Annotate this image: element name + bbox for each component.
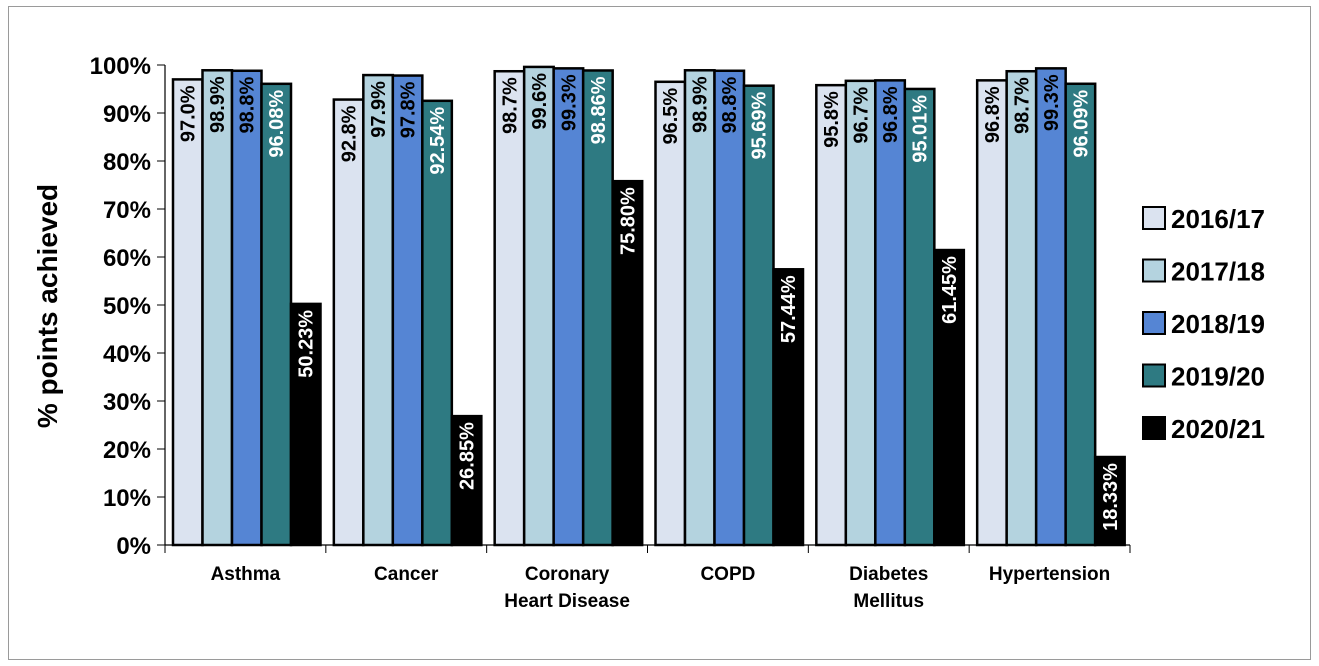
y-tick-label: 30% [103,389,151,416]
data-label: 99.3% [558,74,580,131]
bar-2019-20-3 [742,84,775,547]
y-tick-label: 90% [103,101,151,128]
bar-2018-19-1 [391,74,424,547]
data-label: 95.8% [821,91,843,148]
data-label: 95.01% [910,95,932,163]
data-label: 92.54% [427,107,449,175]
data-label: 99.6% [529,73,551,130]
y-tick-label: 10% [103,485,151,512]
legend-swatch [1142,363,1166,388]
data-label: 26.85% [457,422,479,490]
y-tick-label: 50% [103,293,151,320]
bar-2020-21-4 [933,248,966,547]
data-label: 96.5% [660,88,682,145]
axes [164,65,1131,553]
data-label: 96.8% [880,86,902,143]
x-category-label: Asthma [211,564,281,585]
x-category-label: Mellitus [853,591,924,612]
y-tick-label: 80% [103,149,151,176]
data-label: 97.9% [368,81,390,138]
bar-2016-17-1 [332,98,365,547]
bar-2017-18-2 [522,65,555,547]
legend-swatch [1142,258,1166,283]
legend-label: 2016/17 [1171,204,1265,234]
bar-2016-17-3 [654,80,687,547]
bar-2019-20-2 [581,69,614,547]
data-label: 98.86% [588,76,610,144]
data-label: 99.3% [1041,74,1063,131]
x-category-label: Cancer [374,564,439,585]
y-axis-label: % points achieved [32,184,63,428]
data-label: 97.8% [398,81,420,138]
data-label: 98.7% [499,77,521,134]
legend-swatch [1142,416,1166,440]
legend-label: 2020/21 [1171,414,1265,444]
bar-2017-18-1 [362,73,395,547]
data-label: 98.7% [1011,77,1033,134]
bar-2020-21-5 [1093,455,1126,547]
y-tick-label: 20% [103,437,151,464]
bar-2016-17-5 [975,79,1008,547]
data-label: 96.7% [851,87,873,144]
bar-2019-20-4 [903,87,936,547]
x-category-label: Diabetes [849,564,928,585]
y-tick-label: 70% [103,197,151,224]
data-label: 98.9% [207,76,229,133]
bar-2018-19-2 [552,67,585,547]
y-tick-label: 60% [103,245,151,272]
x-category-label: Heart Disease [504,591,630,612]
bar-2019-20-5 [1064,82,1097,547]
data-label: 96.09% [1070,90,1092,158]
data-label: 61.45% [939,256,961,324]
legend-swatch [1142,311,1166,335]
y-tick-label: 0% [116,533,151,560]
data-label: 50.23% [296,310,318,378]
legend-swatch [1142,206,1166,230]
bar-2020-21-0 [289,302,322,547]
bar-2017-18-5 [1005,69,1038,547]
data-label: 96.8% [982,86,1004,143]
data-label: 98.8% [237,77,259,134]
bar-2018-19-5 [1034,67,1067,547]
data-label: 92.8% [339,105,361,162]
bar-2016-17-0 [171,78,204,547]
bar-2017-18-3 [683,69,716,547]
data-label: 57.44% [778,275,800,343]
data-label: 98.8% [719,77,741,134]
bar-2017-18-0 [201,69,234,547]
data-label: 98.9% [690,76,712,133]
bar-2017-18-4 [844,79,877,547]
legend-label: 2018/19 [1171,309,1265,339]
bar-2020-21-2 [611,179,644,547]
bar-2020-21-3 [772,268,805,547]
bar-2018-19-3 [713,69,746,547]
bar-2018-19-4 [874,79,907,547]
y-axis-label-group: % points achieved [32,184,63,428]
bar-2019-20-1 [421,99,454,547]
x-category-label: Coronary [525,564,610,585]
bar-2020-21-1 [450,414,483,547]
data-label: 75.80% [617,187,639,255]
y-axis-ticks: 0% 10% 20% 30% 40% 50% 60% 70% 80% 90% 100% [90,53,165,560]
bar-2016-17-4 [815,83,848,547]
bar-2016-17-2 [493,69,526,547]
bars: 97.0% 92.8% 98.7% 96.5% 95.8% 96.8% 98.9% 97.9%… [171,65,1126,547]
legend: 2016/17 2017/18 2018/19 2019/20 2020/21 [1142,204,1265,444]
y-tick-label: 40% [103,341,151,368]
x-axis-categories: Asthma Cancer Coronary Heart Disease COPD Dia… [211,564,1111,612]
bar-2018-19-0 [230,69,263,547]
data-label: 96.08% [266,90,288,158]
legend-label: 2019/20 [1171,362,1265,392]
data-label: 18.33% [1100,463,1122,531]
legend-label: 2017/18 [1171,257,1265,287]
x-category-label: COPD [700,564,755,585]
bar-2019-20-0 [260,82,293,547]
y-tick-label: 100% [90,53,151,80]
data-label: 97.0% [178,85,200,142]
x-category-label: Hypertension [989,564,1110,585]
data-label: 95.69% [749,91,771,159]
